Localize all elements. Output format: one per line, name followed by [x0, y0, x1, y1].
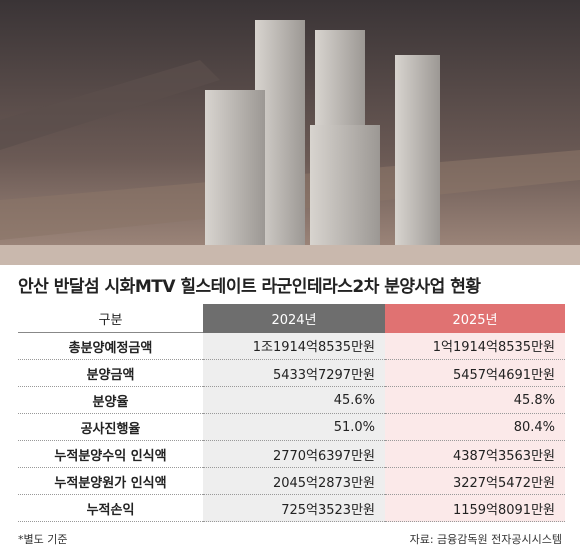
- row-label: 총분양예정금액: [18, 332, 203, 360]
- row-label: 누적분양원가 인식액: [18, 467, 203, 495]
- table-row: 공사진행율 51.0% 80.4%: [18, 413, 565, 441]
- value-cell: 5457억4691만원: [385, 359, 565, 387]
- table-row: 누적손익 725억3523만원 1159억8091만원: [18, 494, 565, 522]
- table-row: 분양금액 5433억7297만원 5457억4691만원: [18, 359, 565, 387]
- value-cell: 45.8%: [385, 386, 565, 414]
- value-cell: 80.4%: [385, 413, 565, 441]
- table-row: 누적분양수익 인식액 2770억6397만원 4387억3563만원: [18, 440, 565, 468]
- header-cell: 구분: [18, 304, 203, 333]
- value-cell: 725억3523만원: [203, 494, 385, 522]
- table-row: 누적분양원가 인식액 2045억2873만원 3227억5472만원: [18, 467, 565, 495]
- value-cell: 1159억8091만원: [385, 494, 565, 522]
- value-cell: 51.0%: [203, 413, 385, 441]
- value-cell: 2045억2873만원: [203, 467, 385, 495]
- row-label: 누적손익: [18, 494, 203, 522]
- value-cell: 3227억5472만원: [385, 467, 565, 495]
- value-cell: 1조1914억8535만원: [203, 332, 385, 360]
- row-label: 공사진행율: [18, 413, 203, 441]
- data-table: 구분 2024년 2025년 총분양예정금액 1조1914억8535만원 1억1914억…: [18, 304, 565, 522]
- title: 안산 반달섬 시화MTV 힐스테이트 라군인테라스2차 분양사업 현황: [18, 277, 481, 297]
- building-photo: [0, 0, 580, 265]
- value-cell: 5433억7297만원: [203, 359, 385, 387]
- header-cell: 2025년: [385, 304, 565, 333]
- value-cell: 4387억3563만원: [385, 440, 565, 468]
- value-cell: 45.6%: [203, 386, 385, 414]
- footnote: *별도 기준: [18, 533, 68, 546]
- row-label: 누적분양수익 인식액: [18, 440, 203, 468]
- row-label: 분양율: [18, 386, 203, 414]
- value-cell: 1억1914억8535만원: [385, 332, 565, 360]
- table-row: 분양율 45.6% 45.8%: [18, 386, 565, 414]
- row-label: 분양금액: [18, 359, 203, 387]
- value-cell: 2770억6397만원: [203, 440, 385, 468]
- table-row: 총분양예정금액 1조1914억8535만원 1억1914억8535만원: [18, 332, 565, 360]
- source: 자료: 금융감독원 전자공시시스템: [409, 533, 562, 546]
- header-row: 구분 2024년 2025년: [18, 304, 565, 333]
- header-cell: 2024년: [203, 304, 385, 333]
